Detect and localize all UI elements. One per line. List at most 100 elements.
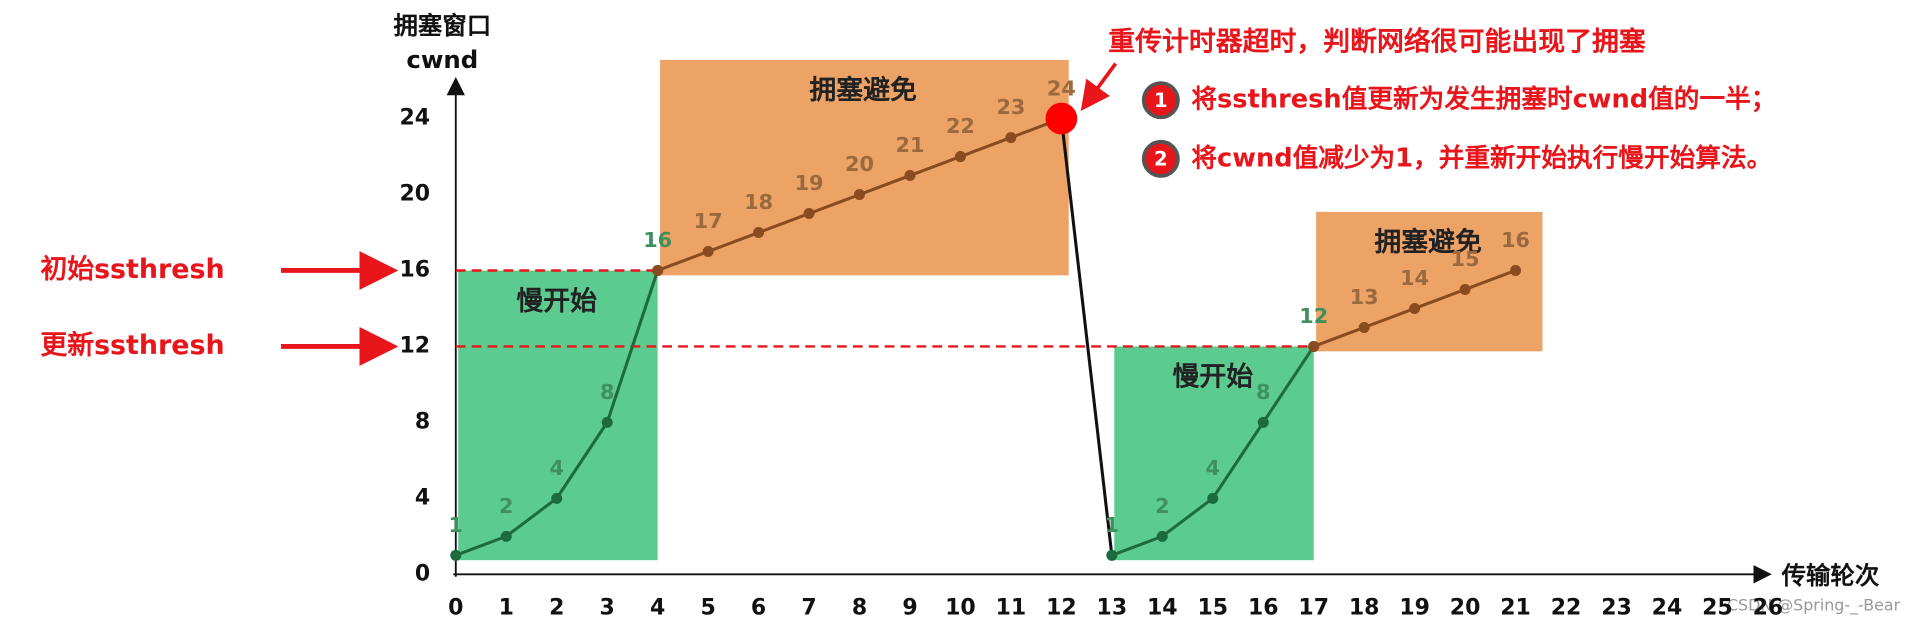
ssthresh-label: 初始ssthresh: [40, 253, 224, 285]
point: [904, 170, 916, 182]
region: [1316, 211, 1543, 352]
x-tick-label: 9: [902, 596, 917, 621]
point: [854, 189, 866, 201]
x-tick-label: 25: [1702, 596, 1733, 621]
point: [1257, 416, 1269, 428]
x-tick-label: 19: [1399, 596, 1430, 621]
data-label: 15: [1451, 247, 1480, 271]
point: [1358, 321, 1370, 333]
point: [1156, 530, 1168, 542]
x-tick-label: 21: [1500, 596, 1531, 621]
data-label: 21: [896, 133, 925, 157]
note-badge: [1141, 139, 1180, 178]
x-axis-label: 传输轮次: [1781, 561, 1880, 590]
point: [1459, 283, 1471, 295]
x-tick-label: 3: [600, 596, 615, 621]
x-tick-label: 4: [650, 596, 665, 621]
data-label: 2: [1155, 494, 1169, 518]
data-label: 14: [1400, 266, 1429, 290]
ssthresh-label: 更新ssthresh: [40, 329, 224, 361]
data-label: 23: [996, 95, 1025, 119]
data-label: 18: [744, 190, 773, 214]
y-tick-label: 24: [400, 106, 431, 131]
data-label: 1: [1105, 513, 1119, 537]
point: [702, 246, 714, 257]
region: [660, 59, 1069, 276]
note-number: 1: [1154, 89, 1168, 112]
data-label: 8: [600, 380, 614, 404]
point: [601, 416, 613, 428]
region-label: 拥塞避免: [1374, 226, 1482, 258]
x-tick-label: 13: [1097, 596, 1128, 621]
point: [954, 151, 966, 163]
x-tick-label: 11: [996, 596, 1027, 621]
point: [551, 492, 563, 504]
y-tick-label: 16: [400, 257, 431, 282]
data-label: 20: [845, 152, 874, 176]
point: [1005, 132, 1017, 144]
data-label: 13: [1350, 285, 1379, 309]
data-label: 17: [694, 209, 723, 233]
x-tick-label: 18: [1349, 596, 1380, 621]
data-label: 12: [1299, 304, 1328, 328]
x-tick-label: 23: [1601, 596, 1632, 621]
data-label: 24: [1047, 76, 1076, 100]
x-tick-label: 26: [1753, 596, 1784, 621]
note-number: 2: [1154, 148, 1168, 171]
series-line: [1059, 118, 1114, 556]
x-tick-label: 0: [448, 596, 463, 621]
point: [1510, 264, 1522, 276]
x-tick-label: 5: [700, 596, 715, 621]
x-tick-label: 15: [1197, 596, 1228, 621]
point: [500, 530, 512, 542]
y-axis-label: 拥塞窗口: [393, 11, 491, 40]
data-label: 4: [549, 456, 563, 480]
data-label: 1: [449, 513, 463, 537]
watermark: CSDN @Spring-_-Bear: [1727, 596, 1901, 616]
data-label: 16: [643, 228, 672, 252]
point: [1409, 302, 1421, 314]
data-label: 8: [1256, 380, 1270, 404]
data-label: 16: [1501, 228, 1530, 252]
highlight-point: [1045, 102, 1078, 135]
y-tick-label: 12: [400, 333, 431, 358]
x-tick-label: 16: [1248, 596, 1279, 621]
point: [1308, 340, 1320, 352]
annotation-arrow: [1080, 62, 1118, 111]
data-label: 4: [1206, 456, 1220, 480]
y-tick-label: 20: [400, 182, 431, 207]
y-axis-label: cwnd: [406, 45, 478, 74]
x-tick-label: 14: [1147, 596, 1178, 621]
x-tick-label: 7: [801, 596, 816, 621]
point: [1106, 549, 1118, 561]
point: [1207, 492, 1219, 504]
data-label: 19: [795, 171, 824, 195]
region-label: 慢开始: [1172, 361, 1253, 393]
x-tick-label: 20: [1450, 596, 1481, 621]
region: [458, 270, 658, 561]
x-tick-label: 1: [499, 596, 514, 621]
x-tick-label: 6: [751, 596, 766, 621]
x-tick-label: 17: [1298, 596, 1329, 621]
point: [753, 227, 765, 239]
region-label: 拥塞避免: [809, 74, 917, 106]
x-tick-label: 2: [549, 596, 564, 621]
point: [652, 264, 664, 276]
region: [1114, 346, 1314, 561]
data-label: 22: [946, 114, 975, 138]
x-tick-label: 8: [852, 596, 867, 621]
data-label: 2: [499, 494, 513, 518]
point: [450, 549, 462, 561]
point: [803, 208, 815, 220]
x-tick-label: 12: [1046, 596, 1077, 621]
note-text: 将ssthresh值更新为发生拥塞时cwnd值的一半；: [1191, 84, 1776, 115]
x-tick-label: 22: [1551, 596, 1582, 621]
note-badge: [1141, 81, 1180, 120]
annotation-title: 重传计时器超时，判断网络很可能出现了拥塞: [1108, 25, 1646, 57]
x-tick-label: 24: [1652, 596, 1683, 621]
y-tick-label: 8: [415, 409, 430, 434]
region-label: 慢开始: [516, 285, 597, 317]
note-text: 将cwnd值减少为1，并重新开始执行慢开始算法。: [1191, 142, 1772, 173]
